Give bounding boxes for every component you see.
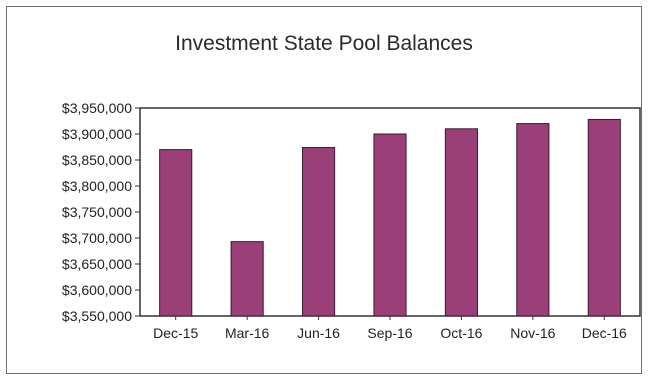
x-tick-label: Sep-16 [367,325,412,341]
x-axis: Dec-15 Mar-16 Jun-16 Sep-16 Oct-16 Nov-16 Dec-… [153,316,627,341]
x-tick-label: Nov-16 [510,325,555,341]
y-tick-label: $3,950,000 [62,100,132,116]
y-tick-label: $3,600,000 [62,282,132,298]
bars [159,118,621,317]
x-tick-label: Jun-16 [297,325,340,341]
x-tick-label: Oct-16 [440,325,482,341]
bar-jun-16 [302,147,336,317]
bar-sep-16 [373,133,407,317]
y-tick-label: $3,750,000 [62,204,132,220]
x-tick-label: Mar-16 [225,325,270,341]
y-tick-label: $3,850,000 [62,152,132,168]
y-tick-label: $3,650,000 [62,256,132,272]
bar-dec-15 [159,149,193,317]
bar-oct-16 [444,128,479,317]
y-tick-label: $3,900,000 [62,126,132,142]
chart-title: Investment State Pool Balances [175,32,473,55]
y-tick-label: $3,800,000 [62,178,132,194]
y-tick-label: $3,550,000 [62,308,132,324]
bar-nov-16 [516,123,550,317]
x-tick-label: Dec-16 [582,325,627,341]
x-tick-label: Dec-15 [153,325,198,341]
bar-mar-16 [230,241,264,317]
y-tick-label: $3,700,000 [62,230,132,246]
bar-dec-16 [587,118,621,317]
y-axis: $3,550,000 $3,600,000 $3,650,000 $3,700,000… [62,100,140,324]
